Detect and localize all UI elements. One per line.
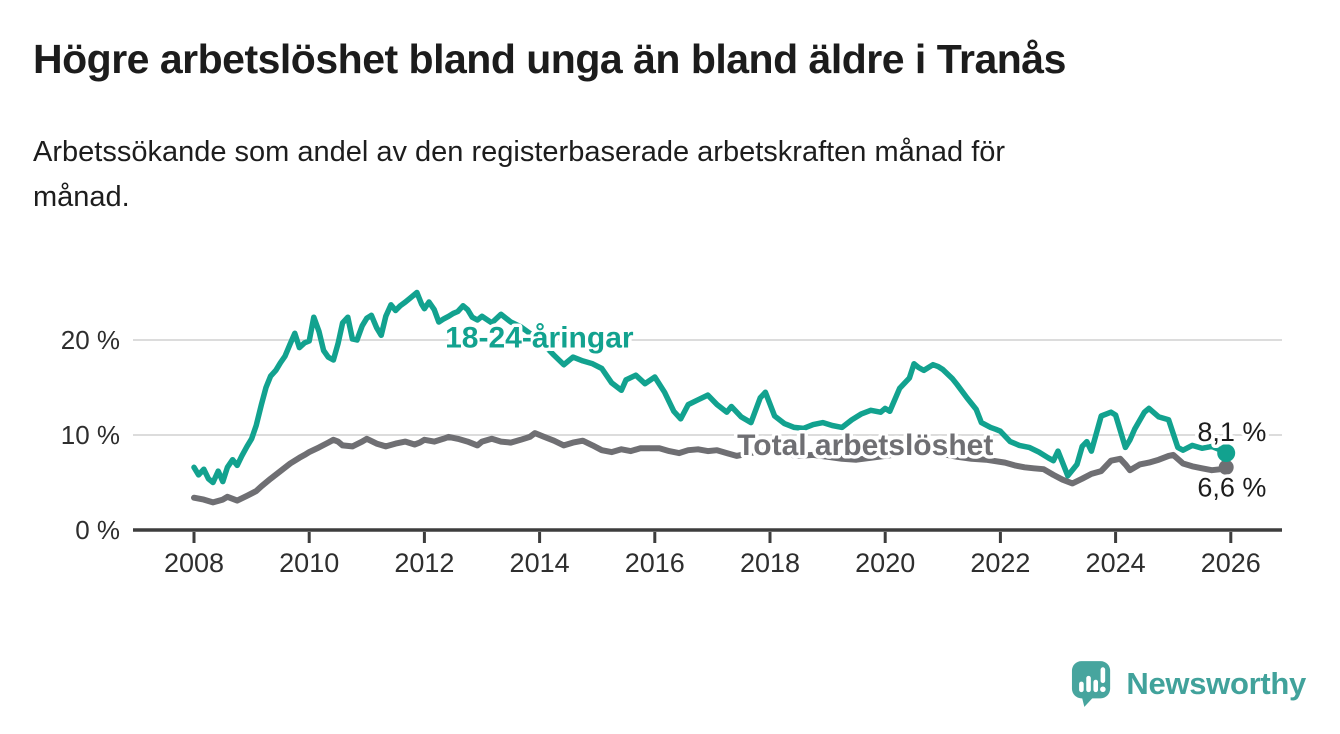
x-tick-label-2024: 2024: [1086, 548, 1146, 578]
series-label-total: Total arbetslöshet: [737, 429, 993, 462]
newsworthy-logo-text: Newsworthy: [1126, 666, 1306, 701]
newsworthy-branding: Newsworthy: [1071, 660, 1306, 708]
x-tick-label-2008: 2008: [164, 548, 224, 578]
x-tick-label-2022: 2022: [970, 548, 1030, 578]
end-value-label-total: 6,6 %: [1197, 472, 1266, 502]
chart-subtitle-line-1: Arbetssökande som andel av den registerb…: [33, 136, 1006, 168]
y-tick-label-20: 20 %: [61, 325, 120, 355]
x-tick-label-2016: 2016: [625, 548, 685, 578]
chart-subtitle-line-2: månad.: [33, 181, 130, 213]
newsworthy-logo-icon: [1072, 661, 1111, 707]
x-tick-label-2010: 2010: [279, 548, 339, 578]
x-tick-label-2012: 2012: [394, 548, 454, 578]
series-end-dot-youth: [1217, 444, 1236, 463]
chart-subtitle: Arbetssökande som andel av den registerb…: [33, 130, 1005, 220]
series-end-dot-total: [1218, 459, 1234, 475]
series-line-youth: [191, 289, 1229, 486]
line-chart: 0 % 10 % 20 % 2008 2010 2012 2014 2016 2018 2020 2…: [0, 255, 1340, 600]
y-tick-label-10: 10 %: [61, 420, 120, 450]
x-tick-label-2014: 2014: [510, 548, 570, 578]
x-tick-label-2026: 2026: [1201, 548, 1261, 578]
y-tick-label-0: 0 %: [75, 515, 120, 545]
x-tick-label-2020: 2020: [855, 548, 915, 578]
x-tick-label-2018: 2018: [740, 548, 800, 578]
series-label-youth: 18-24-åringar: [445, 322, 634, 355]
series-line-total: [191, 430, 1230, 506]
end-value-label-youth: 8,1 %: [1197, 417, 1266, 447]
page-title: Högre arbetslöshet bland unga än bland ä…: [33, 36, 1066, 82]
line-chart-svg: 0 % 10 % 20 % 2008 2010 2012 2014 2016 2018 2020 2…: [61, 289, 1282, 578]
